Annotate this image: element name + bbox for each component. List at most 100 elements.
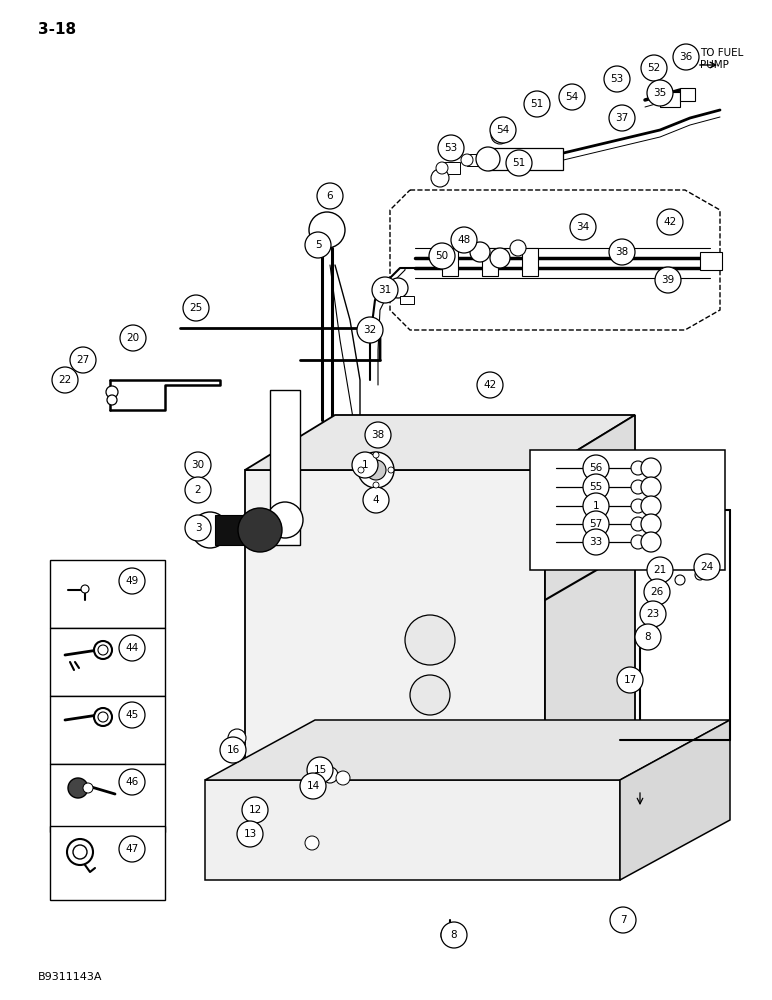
Circle shape bbox=[83, 783, 93, 793]
Circle shape bbox=[366, 460, 386, 480]
Circle shape bbox=[583, 529, 609, 555]
Bar bbox=[50, 560, 165, 628]
Circle shape bbox=[631, 535, 645, 549]
Polygon shape bbox=[545, 415, 635, 780]
Circle shape bbox=[368, 325, 378, 335]
Circle shape bbox=[524, 91, 550, 117]
Text: 23: 23 bbox=[646, 609, 659, 619]
Circle shape bbox=[94, 641, 112, 659]
Circle shape bbox=[98, 645, 108, 655]
Circle shape bbox=[119, 702, 145, 728]
Text: 46: 46 bbox=[125, 777, 139, 787]
Circle shape bbox=[506, 150, 532, 176]
Text: 50: 50 bbox=[435, 251, 449, 261]
Circle shape bbox=[644, 579, 670, 605]
Text: 53: 53 bbox=[611, 74, 624, 84]
Text: 21: 21 bbox=[653, 565, 667, 575]
Text: 1: 1 bbox=[593, 501, 599, 511]
Circle shape bbox=[673, 44, 699, 70]
Circle shape bbox=[220, 737, 246, 763]
Circle shape bbox=[120, 325, 146, 351]
Text: 6: 6 bbox=[327, 191, 334, 201]
Text: 39: 39 bbox=[662, 275, 675, 285]
Text: 57: 57 bbox=[589, 519, 603, 529]
Text: 34: 34 bbox=[577, 222, 590, 232]
Text: 8: 8 bbox=[451, 930, 457, 940]
Circle shape bbox=[317, 183, 343, 209]
Circle shape bbox=[641, 458, 661, 478]
Text: 5: 5 bbox=[315, 240, 321, 250]
Text: 1: 1 bbox=[362, 460, 368, 470]
Circle shape bbox=[52, 367, 78, 393]
Circle shape bbox=[363, 487, 389, 513]
Circle shape bbox=[583, 493, 609, 519]
Text: 32: 32 bbox=[364, 325, 377, 335]
Circle shape bbox=[192, 512, 228, 548]
Circle shape bbox=[365, 422, 391, 448]
Text: 45: 45 bbox=[125, 710, 139, 720]
Circle shape bbox=[305, 836, 319, 850]
Text: 2: 2 bbox=[195, 485, 201, 495]
Circle shape bbox=[510, 240, 526, 256]
Bar bbox=[400, 296, 414, 304]
Circle shape bbox=[352, 452, 378, 478]
Text: 37: 37 bbox=[615, 113, 628, 123]
Circle shape bbox=[185, 515, 211, 541]
Circle shape bbox=[640, 601, 666, 627]
Text: 27: 27 bbox=[76, 355, 90, 365]
Bar bbox=[482, 248, 498, 276]
Circle shape bbox=[436, 162, 448, 174]
Text: 42: 42 bbox=[663, 217, 676, 227]
Text: 38: 38 bbox=[615, 247, 628, 257]
Text: 13: 13 bbox=[243, 829, 256, 839]
Circle shape bbox=[695, 570, 705, 580]
Circle shape bbox=[641, 55, 667, 81]
Text: 3: 3 bbox=[195, 523, 201, 533]
Bar bbox=[50, 826, 165, 900]
Circle shape bbox=[267, 502, 303, 538]
Circle shape bbox=[119, 635, 145, 661]
Text: 17: 17 bbox=[623, 675, 637, 685]
Circle shape bbox=[604, 66, 630, 92]
Circle shape bbox=[441, 922, 467, 948]
Polygon shape bbox=[245, 470, 545, 780]
Circle shape bbox=[388, 467, 394, 473]
Circle shape bbox=[185, 452, 211, 478]
Text: 44: 44 bbox=[125, 643, 139, 653]
Circle shape bbox=[70, 347, 96, 373]
Circle shape bbox=[559, 84, 585, 110]
Circle shape bbox=[67, 839, 93, 865]
Circle shape bbox=[631, 517, 645, 531]
Circle shape bbox=[635, 624, 661, 650]
Text: 35: 35 bbox=[653, 88, 667, 98]
Circle shape bbox=[373, 452, 379, 458]
Circle shape bbox=[300, 773, 326, 799]
Circle shape bbox=[641, 514, 661, 534]
Circle shape bbox=[185, 477, 211, 503]
Circle shape bbox=[358, 452, 394, 488]
Text: 48: 48 bbox=[457, 235, 471, 245]
Circle shape bbox=[438, 135, 464, 161]
Circle shape bbox=[429, 243, 455, 269]
Text: 20: 20 bbox=[127, 333, 140, 343]
Circle shape bbox=[641, 532, 661, 552]
Circle shape bbox=[307, 757, 333, 783]
Text: 30: 30 bbox=[191, 460, 205, 470]
Bar bbox=[530, 450, 725, 570]
Circle shape bbox=[322, 767, 338, 783]
Text: 33: 33 bbox=[589, 537, 603, 547]
Circle shape bbox=[119, 568, 145, 594]
Text: 42: 42 bbox=[483, 380, 496, 390]
Circle shape bbox=[372, 277, 398, 303]
Text: 16: 16 bbox=[226, 745, 239, 755]
Text: 25: 25 bbox=[189, 303, 202, 313]
Circle shape bbox=[336, 771, 350, 785]
Text: 49: 49 bbox=[125, 576, 139, 586]
Circle shape bbox=[570, 214, 596, 240]
Polygon shape bbox=[245, 415, 635, 470]
Circle shape bbox=[631, 480, 645, 494]
Text: 53: 53 bbox=[445, 143, 458, 153]
Text: 12: 12 bbox=[249, 805, 262, 815]
Text: 51: 51 bbox=[513, 158, 526, 168]
Text: 7: 7 bbox=[620, 915, 626, 925]
